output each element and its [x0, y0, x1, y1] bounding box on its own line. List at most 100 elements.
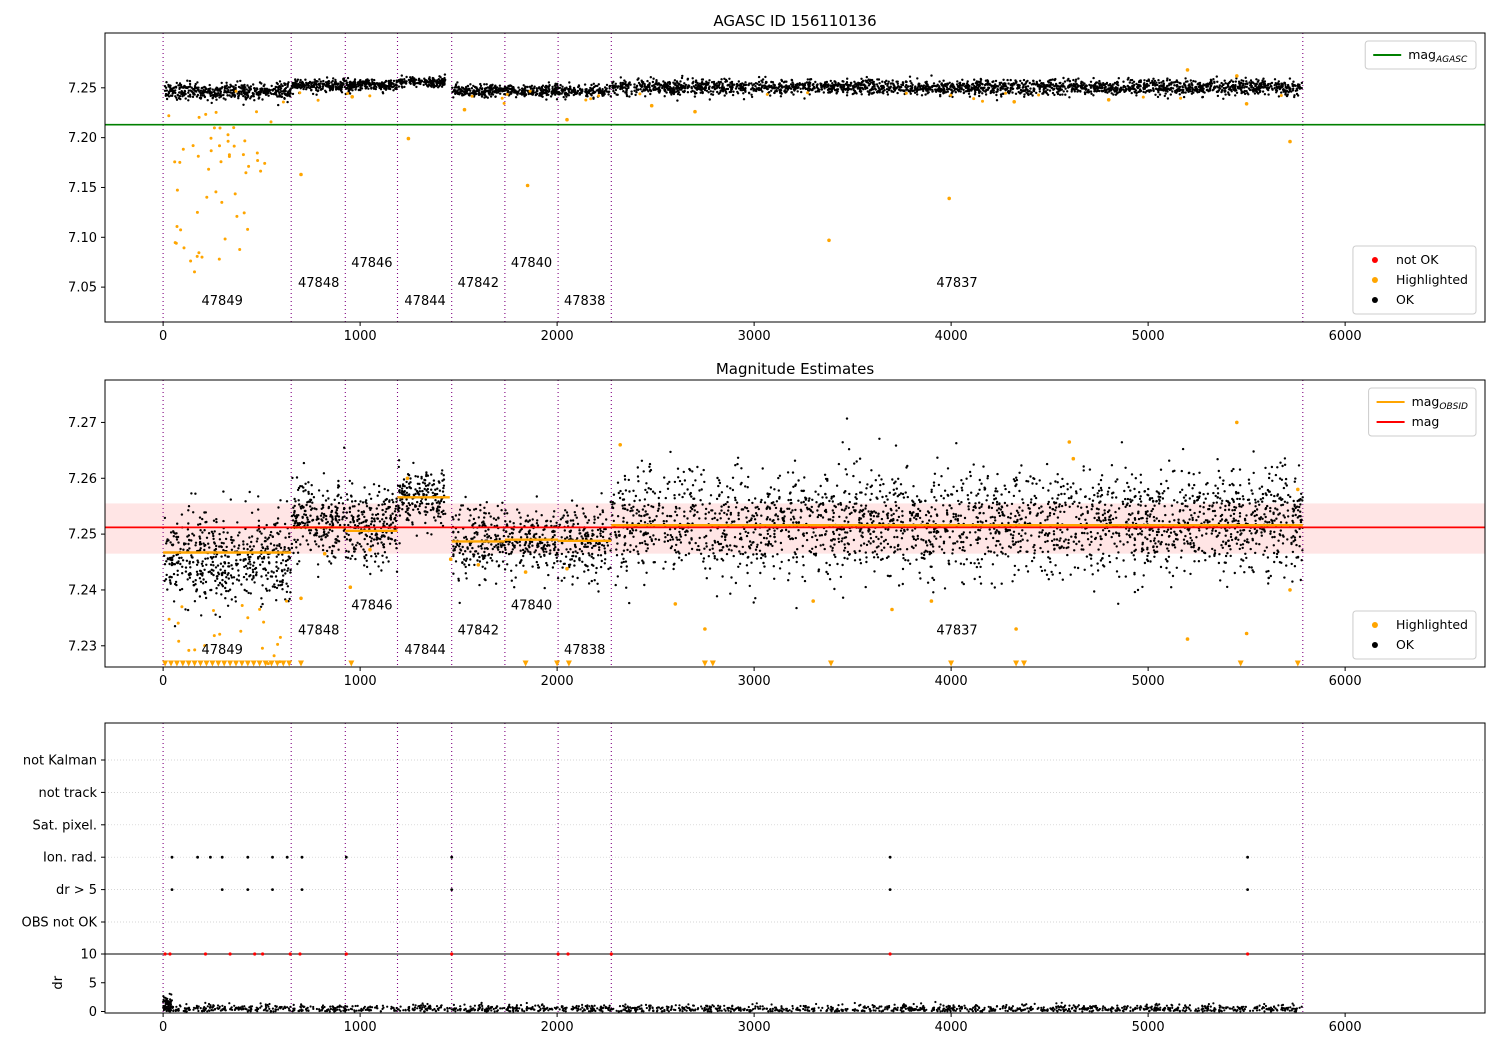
x-tick-label: 5000 — [1132, 1020, 1165, 1035]
line-legend: magOBSID mag — [1368, 387, 1477, 437]
obsid-label: 47842 — [458, 276, 499, 291]
clipped-low-marker — [565, 660, 572, 667]
x-tick-label: 6000 — [1329, 674, 1362, 689]
legend-key-dot — [1371, 277, 1378, 283]
marker-legend: not OK Highlighted OK — [1352, 245, 1477, 315]
x-tick-label: 2000 — [541, 329, 574, 344]
clipped-low-marker — [348, 660, 355, 667]
obsid-label: 47844 — [404, 643, 445, 658]
flag-row-points — [170, 888, 1249, 891]
obsid-label: 47838 — [564, 294, 605, 309]
line-legend: magAGASC — [1364, 40, 1477, 70]
x-tick-label: 4000 — [935, 1020, 968, 1035]
legend-label: not OK — [1396, 252, 1439, 267]
y-tick-label: 7.15 — [68, 181, 97, 196]
clipped-low-marker — [554, 660, 561, 667]
legend-box — [1352, 245, 1477, 315]
x-tick-label: 4000 — [935, 329, 968, 344]
flag-row-label: OBS not OK — [22, 916, 98, 931]
legend-label: magAGASC — [1408, 47, 1468, 65]
x-tick-label: 0 — [159, 1020, 167, 1035]
clipped-low-marker — [262, 660, 269, 667]
y-tick-label: 7.10 — [68, 231, 97, 246]
clipped-low-marker — [280, 660, 287, 667]
obsid-label: 47840 — [511, 256, 552, 271]
clipped-low-marker — [286, 660, 293, 667]
legend-box — [1352, 610, 1477, 660]
flag-row-label: Sat. pixel. — [33, 818, 97, 833]
flag-row-label: not track — [38, 786, 97, 801]
x-tick-label: 5000 — [1132, 329, 1165, 344]
obsid-label: 47842 — [458, 624, 499, 639]
x-tick-label: 3000 — [738, 329, 771, 344]
obsid-label: 47848 — [298, 276, 339, 291]
clipped-low-marker — [197, 660, 204, 667]
legend-box — [1364, 40, 1477, 70]
legend-label: magOBSID — [1412, 394, 1468, 412]
x-tick-label: 5000 — [1132, 674, 1165, 689]
clipped-low-marker — [522, 660, 529, 667]
series-highlighted — [167, 68, 1292, 274]
clipped-low-marker — [701, 660, 708, 667]
clipped-low-marker — [298, 660, 304, 667]
obsid-label: 47849 — [202, 294, 243, 309]
legend-label: mag — [1412, 414, 1440, 429]
clipped-low-marker — [168, 660, 174, 667]
y-tick-label: 7.23 — [68, 639, 97, 654]
obsid-label: 47837 — [936, 276, 977, 291]
obsid-label: 47846 — [351, 599, 392, 614]
x-tick-label: 2000 — [541, 674, 574, 689]
obsid-label: 47838 — [564, 643, 605, 658]
legend-key-dot — [1371, 622, 1378, 628]
x-tick-label: 3000 — [738, 674, 771, 689]
clipped-low-marker — [221, 660, 228, 667]
top-plot-title: AGASC ID 156110136 — [713, 12, 876, 30]
clipped-low-marker — [215, 660, 222, 667]
obsid-label: 47844 — [404, 294, 445, 309]
x-tick-label: 3000 — [738, 1020, 771, 1035]
x-tick-label: 4000 — [935, 674, 968, 689]
x-tick-label: 1000 — [344, 674, 377, 689]
dr-clipped-points — [163, 952, 1250, 956]
x-tick-label: 1000 — [344, 329, 377, 344]
clipped-low-marker — [191, 660, 198, 667]
legend-label: OK — [1396, 637, 1415, 652]
obsid-label: 47846 — [351, 256, 392, 271]
flag-row-points — [170, 855, 1249, 859]
magnitudes-over-time-plot: 47849 47848 47846 47844 47842 47840 47838 47837… — [68, 32, 1486, 344]
clipped-low-marker — [203, 660, 210, 667]
dr-points — [162, 992, 1303, 1013]
dr-tick-label: 10 — [80, 948, 97, 963]
clipped-low-marker — [256, 660, 263, 667]
clipped-low-marker — [948, 660, 955, 667]
clipped-low-marker — [238, 660, 245, 667]
axes-frame — [104, 722, 1486, 1014]
y-tick-label: 7.20 — [68, 131, 97, 146]
dr-tick-label: 0 — [89, 1005, 97, 1020]
quality-flags-plot: not Kalman not track Sat. pixel. Ion. rad. d… — [22, 722, 1486, 1035]
clipped-low-marker — [274, 660, 281, 667]
clipped-low-marker — [244, 660, 251, 667]
legend-label: OK — [1396, 292, 1415, 307]
clipped-low-marker — [209, 660, 216, 667]
y-tick-label: 7.26 — [68, 472, 97, 487]
x-tick-label: 2000 — [541, 1020, 574, 1035]
legend-key-dot — [1371, 257, 1378, 263]
flag-row-label: Ion. rad. — [43, 851, 97, 866]
obsid-label: 47840 — [511, 599, 552, 614]
y-tick-label: 7.05 — [68, 281, 97, 296]
legend-label: Highlighted — [1396, 272, 1468, 287]
legend-box — [1368, 387, 1477, 437]
series-highlighted — [167, 420, 1300, 666]
x-tick-label: 0 — [159, 329, 167, 344]
flag-row-label: dr > 5 — [56, 883, 97, 898]
clipped-low-marker — [1013, 660, 1020, 667]
legend-key-dot — [1371, 642, 1378, 648]
obsid-label: 47837 — [936, 624, 977, 639]
y-tick-label: 7.27 — [68, 416, 97, 431]
x-tick-label: 6000 — [1329, 329, 1362, 344]
clipped-low-marker — [173, 660, 180, 667]
y-tick-label: 7.25 — [68, 528, 97, 543]
